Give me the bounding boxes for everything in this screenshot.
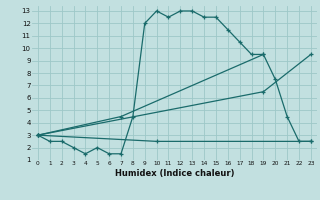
X-axis label: Humidex (Indice chaleur): Humidex (Indice chaleur) (115, 169, 234, 178)
